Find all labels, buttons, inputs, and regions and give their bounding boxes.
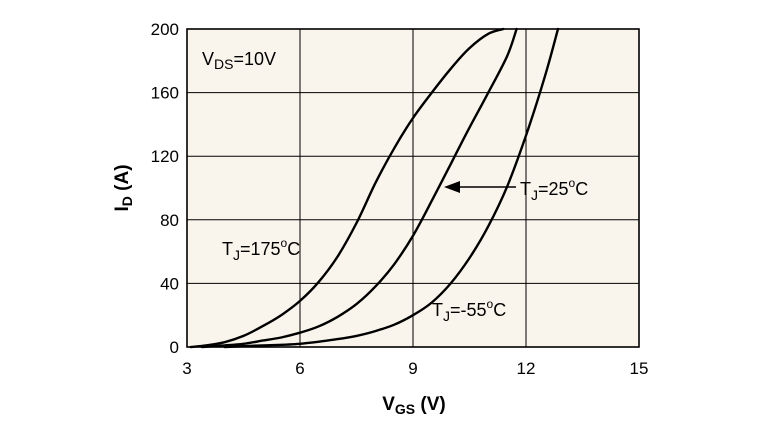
curve-tj-175	[189, 27, 505, 349]
vds-annotation: VDS=10V	[202, 49, 276, 72]
y-tick-label: 200	[151, 20, 179, 39]
y-tick-labels: 0 40 80 120 160 200	[151, 20, 179, 357]
y-tick-label: 80	[160, 211, 179, 230]
x-tick-labels: 3 6 9 12 15	[182, 359, 648, 378]
x-tick-label: 12	[517, 359, 536, 378]
y-tick-label: 160	[151, 84, 179, 103]
tj-25-arrow	[444, 181, 516, 193]
x-tick-label: 6	[295, 359, 304, 378]
tj-175-label: TJ=175oC	[222, 236, 300, 263]
y-tick-label: 120	[151, 147, 179, 166]
y-tick-label: 40	[160, 274, 179, 293]
x-tick-label: 3	[182, 359, 191, 378]
plot-frame	[186, 28, 640, 348]
tj-minus55-label: TJ=-55oC	[432, 297, 506, 324]
tj-25-label: TJ=25oC	[520, 176, 588, 203]
curve-tj-25	[200, 27, 518, 349]
x-tick-label: 9	[408, 359, 417, 378]
y-tick-label: 0	[170, 338, 179, 357]
y-axis-label: ID (A)	[112, 164, 135, 211]
curves	[189, 27, 560, 349]
x-tick-label: 15	[630, 359, 649, 378]
curve-tj-minus55	[223, 27, 560, 349]
x-axis-label: VGS (V)	[382, 394, 446, 417]
